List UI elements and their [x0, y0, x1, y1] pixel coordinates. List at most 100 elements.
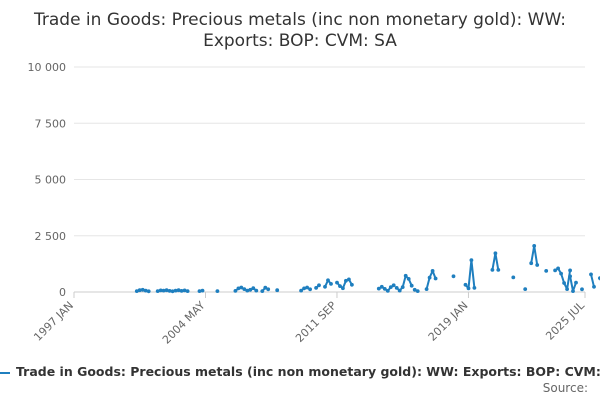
source-label: Source:: [542, 381, 588, 395]
data-point: [388, 285, 393, 289]
data-point: [568, 274, 572, 279]
data-point: [394, 286, 399, 290]
data-point: [415, 289, 420, 293]
x-tick-label: 2011 SEP: [293, 299, 339, 345]
data-point: [379, 284, 384, 289]
y-tick-label: 2 500: [35, 230, 67, 243]
data-point: [164, 288, 169, 293]
data-point: [376, 286, 381, 291]
data-point: [427, 275, 432, 280]
data-point: [553, 268, 557, 273]
x-tick-label: 2004 MAY: [160, 299, 208, 347]
data-point: [302, 286, 306, 291]
data-point: [490, 268, 495, 272]
data-point: [589, 272, 593, 277]
data-point: [350, 282, 354, 287]
data-point: [146, 289, 151, 294]
data-point: [266, 287, 271, 292]
data-point: [430, 269, 435, 273]
data-point: [251, 286, 256, 291]
data-point: [242, 287, 247, 291]
data-point: [233, 289, 238, 293]
chart-plot-area: 0 2 500 5 000 7 500 10 000 1997 JAN 2004 MAY 2…: [28, 61, 600, 347]
data-point: [451, 274, 456, 279]
x-tick-label: 2019 JAN: [426, 299, 471, 344]
series-line: [425, 269, 437, 291]
data-point: [248, 287, 253, 292]
data-point: [403, 273, 408, 278]
data-point: [382, 287, 387, 291]
grid-lines: [74, 66, 585, 293]
data-point: [329, 282, 333, 286]
y-tick-label: 0: [59, 286, 66, 299]
data-point: [245, 288, 250, 293]
data-point: [305, 285, 309, 290]
data-point: [574, 280, 578, 285]
series-line: [464, 259, 476, 290]
legend[interactable]: Trade in Goods: Precious metals (inc non…: [0, 364, 600, 382]
data-point: [179, 289, 184, 293]
legend-label: Trade in Goods: Precious metals (inc non…: [16, 364, 600, 379]
data-point: [326, 278, 330, 283]
data-point: [170, 289, 175, 294]
y-tick-label: 10 000: [28, 61, 67, 74]
data-point: [385, 289, 390, 293]
data-point: [215, 289, 220, 293]
series-line: [590, 273, 595, 288]
data-point: [493, 251, 498, 256]
data-point: [197, 289, 202, 293]
data-point: [185, 289, 190, 293]
series-line: [554, 267, 572, 291]
data-point: [143, 288, 148, 293]
data-point: [565, 287, 569, 291]
chart-title: Trade in Goods: Precious metals (inc non…: [33, 10, 566, 51]
data-point: [338, 284, 342, 288]
data-point: [523, 287, 528, 291]
data-point: [239, 285, 244, 290]
data-point: [323, 284, 327, 289]
data-point: [562, 281, 566, 285]
data-point: [463, 282, 468, 287]
series-line: [491, 252, 500, 271]
data-point: [580, 287, 584, 292]
data-point: [137, 288, 142, 293]
data-point: [496, 268, 501, 272]
data-point: [341, 286, 345, 291]
x-axis: 1997 JAN 2004 MAY 2011 SEP 2019 JAN 2025 JUL: [31, 292, 588, 347]
data-point: [167, 289, 172, 293]
series-layer: [134, 244, 600, 294]
data-point: [535, 263, 540, 267]
data-point: [472, 286, 477, 290]
data-point: [314, 286, 318, 290]
x-tick-label: 2025 JUL: [543, 298, 587, 342]
data-point: [299, 288, 303, 293]
data-point: [571, 289, 575, 293]
y-tick-label: 5 000: [35, 174, 67, 187]
data-point: [158, 288, 163, 293]
data-point: [161, 288, 166, 293]
data-point: [412, 287, 417, 292]
data-point: [556, 266, 560, 271]
data-point: [254, 288, 259, 293]
data-point: [559, 271, 563, 276]
data-point: [409, 283, 414, 288]
x-tick-label: 1997 JAN: [31, 299, 76, 344]
data-point: [469, 258, 474, 262]
data-point: [263, 285, 268, 290]
data-point: [568, 268, 572, 273]
data-point: [344, 278, 348, 283]
data-point: [308, 287, 312, 292]
data-point: [176, 288, 181, 293]
data-point: [433, 276, 438, 281]
y-tick-label: 7 500: [35, 117, 67, 130]
data-point: [140, 287, 145, 292]
data-point: [511, 275, 516, 280]
data-point: [200, 288, 205, 293]
data-point: [397, 288, 402, 293]
data-point: [466, 286, 471, 291]
data-point: [275, 288, 280, 293]
data-point: [155, 289, 160, 293]
data-point: [182, 288, 187, 293]
data-point: [400, 285, 405, 289]
data-point: [406, 277, 411, 281]
